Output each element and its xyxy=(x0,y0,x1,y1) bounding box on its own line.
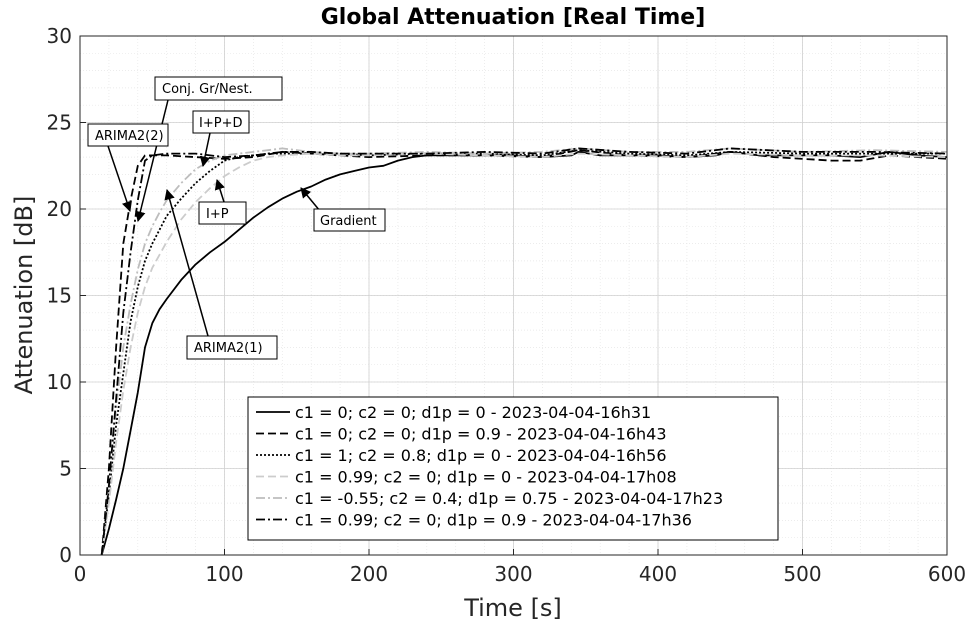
annotation-box-ipd xyxy=(192,110,250,134)
annotation-box-arima2-2 xyxy=(87,123,169,147)
annotation-layer: Conj. Gr/Nest. ARIMA2(2) I+P+D I+P Gradi… xyxy=(87,76,386,360)
annotation-gradient: Gradient xyxy=(320,214,377,229)
annotation-box-gradient xyxy=(313,208,386,232)
legend-label-4: c1 = 0.99; c2 = 0; d1p = 0 - 2023-04-04-… xyxy=(295,468,677,487)
annotation-box-conj-gr xyxy=(154,76,283,101)
series-layer xyxy=(100,147,947,555)
series-line-5 xyxy=(100,147,947,555)
annotation-arrow-gradient xyxy=(300,187,321,212)
legend-box xyxy=(247,396,779,541)
legend-label-2: c1 = 0; c2 = 0; d1p = 0.9 - 2023-04-04-1… xyxy=(295,425,667,444)
annotation-arrow-ip xyxy=(214,178,225,203)
annotation-ip: I+P xyxy=(206,207,229,222)
y-tick-label: 0 xyxy=(59,543,72,567)
x-tick-label: 0 xyxy=(74,562,87,586)
legend-label-1: c1 = 0; c2 = 0; d1p = 0 - 2023-04-04-16h… xyxy=(295,403,651,422)
x-tick-label: 500 xyxy=(783,562,821,586)
annotation-arrow-ipd xyxy=(199,132,211,168)
series-line-6 xyxy=(100,147,947,555)
y-axis-label: Attenuation [dB] xyxy=(10,196,38,395)
annotation-conj-gr: Conj. Gr/Nest. xyxy=(162,82,253,97)
ticks-layer: 0 100 200 300 400 500 600 0 5 10 15 20 25 30 xyxy=(47,24,967,586)
y-tick-label: 10 xyxy=(47,370,72,394)
series-line-3 xyxy=(100,149,947,555)
chart-title: Global Attenuation [Real Time] xyxy=(321,5,706,30)
x-tick-label: 300 xyxy=(494,562,532,586)
legend-items: c1 = 0; c2 = 0; d1p = 0 - 2023-04-04-16h… xyxy=(256,403,723,530)
y-tick-label: 20 xyxy=(47,197,72,221)
annotation-box-arima2-1 xyxy=(186,335,278,360)
annotation-arima2-1: ARIMA2(1) xyxy=(194,341,263,356)
y-tick-label: 25 xyxy=(47,111,72,135)
legend-label-3: c1 = 1; c2 = 0.8; d1p = 0 - 2023-04-04-1… xyxy=(295,446,667,465)
x-tick-label: 100 xyxy=(205,562,243,586)
legend-label-5: c1 = -0.55; c2 = 0.4; d1p = 0.75 - 2023-… xyxy=(295,489,723,508)
y-tick-label: 15 xyxy=(47,284,72,308)
annotation-arrow-arima2-1 xyxy=(164,188,209,337)
x-tick-label: 400 xyxy=(639,562,677,586)
series-line-4 xyxy=(100,152,947,555)
annotation-arrow-conj-gr xyxy=(135,99,169,223)
legend-label-6: c1 = 0.99; c2 = 0; d1p = 0.9 - 2023-04-0… xyxy=(295,511,692,530)
annotation-arrow-arima2-2 xyxy=(107,145,132,212)
legend: c1 = 0; c2 = 0; d1p = 0 - 2023-04-04-16h… xyxy=(247,396,779,541)
y-tick-label: 30 xyxy=(47,24,72,48)
annotation-box-ip xyxy=(198,201,247,225)
annotation-arima2-2: ARIMA2(2) xyxy=(95,129,164,144)
x-axis-label: Time [s] xyxy=(463,594,562,622)
x-tick-label: 200 xyxy=(350,562,388,586)
annotation-ipd: I+P+D xyxy=(199,116,242,131)
y-tick-label: 5 xyxy=(59,457,72,481)
series-line-1 xyxy=(100,150,947,555)
x-tick-label: 600 xyxy=(928,562,966,586)
